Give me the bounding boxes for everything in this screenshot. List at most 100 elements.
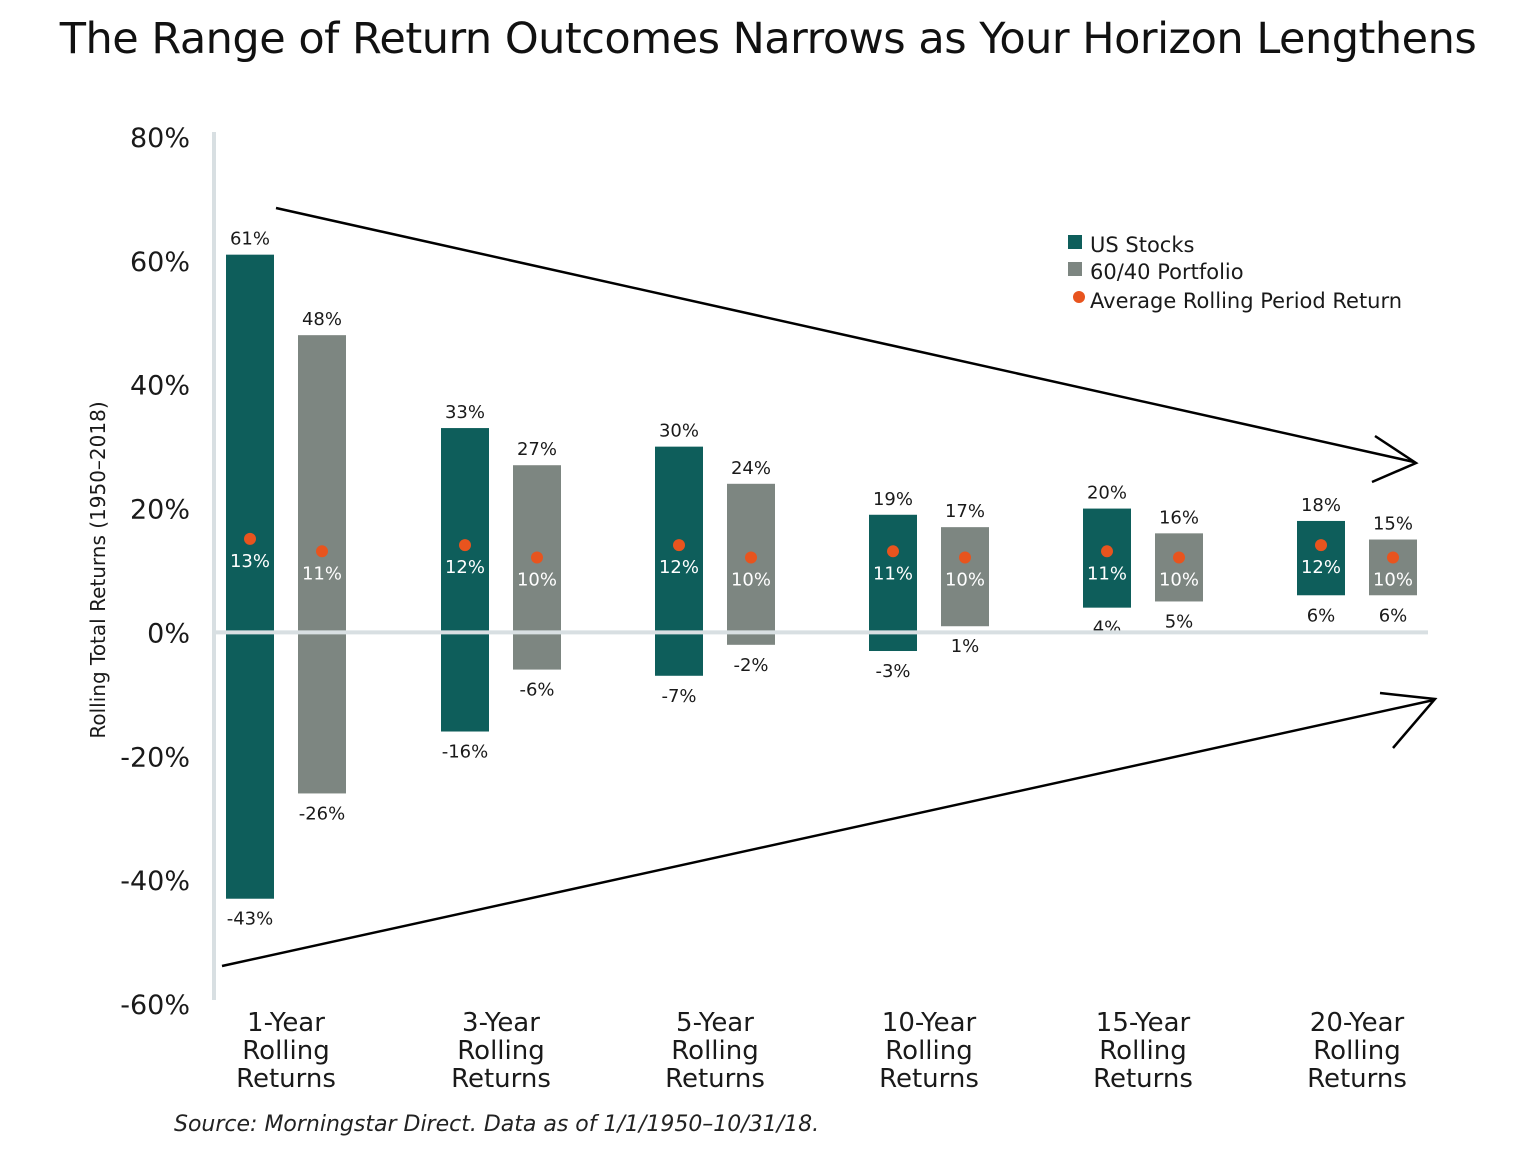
average-value-label: 10%: [517, 570, 557, 591]
portfolio-60-40-bar: [1369, 539, 1417, 596]
legend-label-average: Average Rolling Period Return: [1090, 289, 1402, 313]
high-value-label: 24%: [731, 458, 771, 479]
average-value-label: 10%: [731, 570, 771, 591]
average-dot: [531, 551, 543, 564]
high-value-label: 48%: [302, 309, 342, 330]
average-value-label: 12%: [445, 557, 485, 578]
average-dot: [745, 551, 757, 564]
portfolio-60-40-bar: [727, 483, 775, 645]
us-stocks-bar: [869, 514, 917, 652]
average-dot: [1387, 551, 1399, 564]
us-stocks-bar: [1083, 508, 1131, 608]
high-value-label: 61%: [230, 229, 270, 250]
high-value-label: 30%: [659, 421, 699, 442]
average-dot: [1315, 539, 1327, 552]
high-value-label: 18%: [1301, 495, 1341, 516]
axes-layer: 80% 60% 40% 20% 0% -20% -40% -60% Rolling Total …: [86, 123, 216, 1021]
x-category-label: Rolling: [242, 1036, 329, 1066]
low-value-label: -3%: [875, 661, 910, 682]
x-category-label: Returns: [451, 1064, 551, 1094]
average-value-label: 10%: [1373, 570, 1413, 591]
lower-arrow-line: [221, 698, 1435, 968]
y-tick-label: 80%: [130, 123, 190, 154]
legend-label-portfolio: 60/40 Portfolio: [1090, 260, 1244, 284]
average-dot: [1173, 551, 1185, 564]
low-value-label: -26%: [299, 803, 346, 824]
bars-layer: [226, 254, 1417, 899]
legend-swatch-average: [1073, 291, 1085, 303]
high-value-label: 19%: [873, 489, 913, 510]
average-value-label: 12%: [659, 557, 699, 578]
high-value-label: 16%: [1159, 507, 1199, 528]
x-category-label: Returns: [879, 1064, 979, 1094]
portfolio-60-40-bar: [941, 527, 989, 627]
average-dot: [1101, 545, 1113, 558]
y-tick-label: 0%: [147, 618, 190, 649]
average-dot: [959, 551, 971, 564]
source-note: Source: Morningstar Direct. Data as of 1…: [174, 1112, 820, 1137]
x-category-label: 10-Year: [882, 1008, 977, 1038]
low-value-label: 4%: [1093, 618, 1122, 639]
x-category-label: Returns: [236, 1064, 336, 1094]
labels-layer: 61% -43% 13% 33% -16% 12% 30% -7% 12% 19% -3% 11% 20…: [214, 229, 1428, 1094]
low-value-label: 6%: [1307, 605, 1336, 626]
high-value-label: 15%: [1373, 514, 1413, 535]
legend: US Stocks 60/40 Portfolio Average Rolling …: [1068, 233, 1402, 313]
x-category-label: Rolling: [457, 1036, 544, 1066]
average-value-label: 11%: [873, 563, 913, 584]
average-value-label: 12%: [1301, 557, 1341, 578]
portfolio-60-40-bar: [513, 465, 561, 670]
average-dot: [459, 539, 471, 552]
low-value-label: -2%: [733, 655, 768, 676]
average-dot: [673, 539, 685, 552]
x-category-label: 15-Year: [1096, 1008, 1191, 1038]
x-category-label: Returns: [1093, 1064, 1193, 1094]
high-value-label: 33%: [445, 402, 485, 423]
low-value-label: -16%: [442, 742, 489, 763]
y-tick-label: -60%: [120, 990, 190, 1021]
y-tick-label: -20%: [120, 742, 190, 773]
y-tick-label: -40%: [120, 866, 190, 897]
average-value-label: 13%: [230, 551, 270, 572]
us-stocks-bar: [441, 428, 489, 732]
x-category-label: Rolling: [1099, 1036, 1186, 1066]
y-tick-label: 20%: [130, 495, 190, 526]
us-stocks-bar: [1297, 520, 1345, 596]
legend-label-us-stocks: US Stocks: [1090, 233, 1194, 257]
x-category-label: Rolling: [1313, 1036, 1400, 1066]
average-dot: [316, 545, 328, 558]
narrowing-arrows: [221, 206, 1438, 968]
x-category-label: Rolling: [885, 1036, 972, 1066]
legend-swatch-us-stocks: [1068, 235, 1082, 249]
x-category-label: Rolling: [671, 1036, 758, 1066]
us-stocks-bar: [226, 254, 274, 899]
portfolio-60-40-bar: [298, 335, 346, 794]
x-category-label: 3-Year: [462, 1008, 540, 1038]
average-value-label: 11%: [1087, 563, 1127, 584]
average-value-label: 10%: [1159, 570, 1199, 591]
lower-arrow-head: [1379, 691, 1438, 749]
x-category-label: 1-Year: [247, 1008, 325, 1038]
high-value-label: 27%: [517, 439, 557, 460]
upper-arrow-line: [275, 206, 1415, 464]
low-value-label: 6%: [1379, 605, 1408, 626]
x-category-label: Returns: [1307, 1064, 1407, 1094]
y-tick-label: 40%: [130, 371, 190, 402]
average-value-label: 10%: [945, 570, 985, 591]
average-value-label: 11%: [302, 563, 342, 584]
high-value-label: 20%: [1087, 483, 1127, 504]
portfolio-60-40-bar: [1155, 533, 1203, 602]
average-dot: [887, 545, 899, 558]
x-category-label: 20-Year: [1310, 1008, 1405, 1038]
low-value-label: -6%: [519, 680, 554, 701]
us-stocks-bar: [655, 446, 703, 676]
y-tick-label: 60%: [130, 247, 190, 278]
y-axis-title: Rolling Total Returns (1950–2018): [86, 401, 110, 738]
legend-swatch-portfolio: [1068, 262, 1082, 276]
high-value-label: 17%: [945, 501, 985, 522]
low-value-label: 1%: [951, 636, 980, 657]
low-value-label: 5%: [1165, 611, 1194, 632]
low-value-label: -7%: [661, 686, 696, 707]
x-category-label: Returns: [665, 1064, 765, 1094]
